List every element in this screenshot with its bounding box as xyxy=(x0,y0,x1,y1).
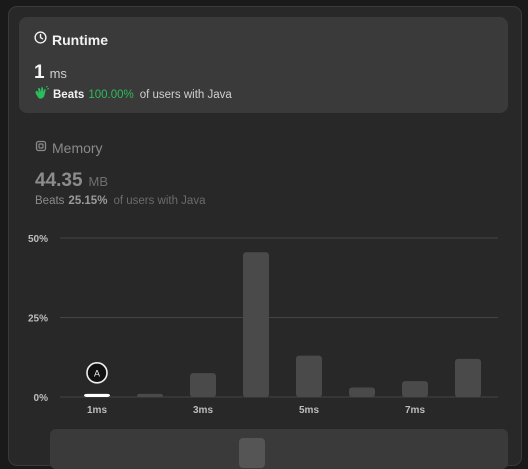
y-tick-label: 0% xyxy=(34,393,49,404)
runtime-beats-row: Beats 100.00% of users with Java xyxy=(34,85,232,103)
runtime-distribution-chart[interactable]: 0% 25% 50% A 1ms 3ms 5ms 7ms xyxy=(0,225,528,425)
user-marker-icon[interactable] xyxy=(86,362,108,384)
x-tick-label: 3ms xyxy=(193,405,213,416)
runtime-beats-label: Beats xyxy=(53,88,85,101)
bar[interactable] xyxy=(84,393,110,397)
bar[interactable] xyxy=(455,358,481,397)
bar[interactable] xyxy=(296,355,322,397)
memory-chip-icon xyxy=(35,139,47,157)
memory-header[interactable]: Memory xyxy=(35,139,103,157)
runtime-header: Runtime xyxy=(34,31,108,49)
runtime-title: Runtime xyxy=(52,32,108,48)
bar[interactable] xyxy=(137,393,163,397)
x-tick-label: 1ms xyxy=(87,405,107,416)
bar[interactable] xyxy=(349,387,375,397)
x-tick-label: 5ms xyxy=(299,405,319,416)
runtime-unit: ms xyxy=(49,66,67,81)
runtime-card[interactable]: Runtime 1 ms Beats 100.00% of users with… xyxy=(19,17,508,113)
bar[interactable] xyxy=(243,252,269,397)
y-tick-label: 25% xyxy=(28,314,48,325)
memory-value-row: 44.35 MB xyxy=(35,170,108,192)
memory-title: Memory xyxy=(52,140,103,156)
bar[interactable] xyxy=(190,373,216,397)
runtime-value-row: 1 ms xyxy=(34,62,67,84)
runtime-beats-suffix: of users with Java xyxy=(139,88,232,101)
memory-beats-row: Beats 25.15% of users with Java xyxy=(35,195,205,207)
runtime-value: 1 xyxy=(34,62,45,83)
preview-bar xyxy=(239,438,265,468)
memory-value: 44.35 xyxy=(35,170,83,191)
user-marker-label: A xyxy=(94,368,100,378)
memory-beats-label: Beats xyxy=(35,195,65,207)
memory-beats-suffix: of users with Java xyxy=(113,195,206,207)
memory-unit: MB xyxy=(88,174,109,189)
runtime-beats-percent: 100.00% xyxy=(88,88,134,101)
y-tick-label: 50% xyxy=(28,234,48,245)
bar[interactable] xyxy=(402,381,428,397)
x-tick-label: 7ms xyxy=(405,405,425,416)
code-preview-card[interactable] xyxy=(50,429,508,469)
clock-icon xyxy=(34,31,47,49)
clapping-hands-icon xyxy=(34,85,50,103)
memory-beats-percent: 25.15% xyxy=(68,195,108,207)
